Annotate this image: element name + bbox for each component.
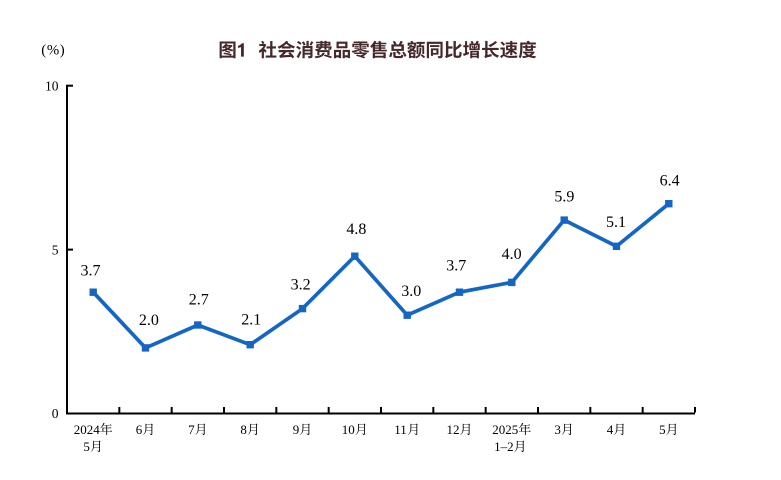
svg-text:5: 5: [52, 242, 59, 257]
svg-text:9: 9: [293, 422, 300, 437]
svg-text:3.2: 3.2: [291, 276, 311, 293]
svg-text:0: 0: [52, 406, 59, 421]
svg-text:4.8: 4.8: [346, 221, 366, 238]
svg-text:5.9: 5.9: [554, 189, 574, 206]
svg-text:2.0: 2.0: [139, 312, 159, 329]
svg-text:1–2: 1–2: [494, 439, 513, 454]
svg-text:(%): (%): [41, 43, 65, 59]
svg-text:4: 4: [607, 422, 614, 437]
svg-text:3.0: 3.0: [401, 283, 421, 300]
svg-text:3.7: 3.7: [446, 258, 466, 275]
svg-text:6.4: 6.4: [660, 173, 680, 190]
svg-text:10: 10: [342, 422, 355, 437]
svg-text:3.7: 3.7: [81, 262, 101, 279]
svg-text:2025: 2025: [492, 422, 518, 437]
svg-text:8: 8: [240, 422, 247, 437]
svg-text:5: 5: [83, 439, 90, 454]
svg-text:2.7: 2.7: [189, 292, 209, 309]
svg-text:6: 6: [136, 422, 143, 437]
svg-text:4.0: 4.0: [502, 246, 522, 263]
svg-text:2.1: 2.1: [241, 312, 261, 329]
svg-text:12: 12: [447, 422, 460, 437]
svg-text:2024: 2024: [74, 422, 101, 437]
svg-text:3: 3: [554, 422, 561, 437]
svg-text:5: 5: [659, 422, 666, 437]
svg-text:10: 10: [45, 78, 59, 93]
svg-text:11: 11: [394, 422, 407, 437]
svg-text:7: 7: [188, 422, 195, 437]
svg-text:5.1: 5.1: [606, 214, 626, 231]
